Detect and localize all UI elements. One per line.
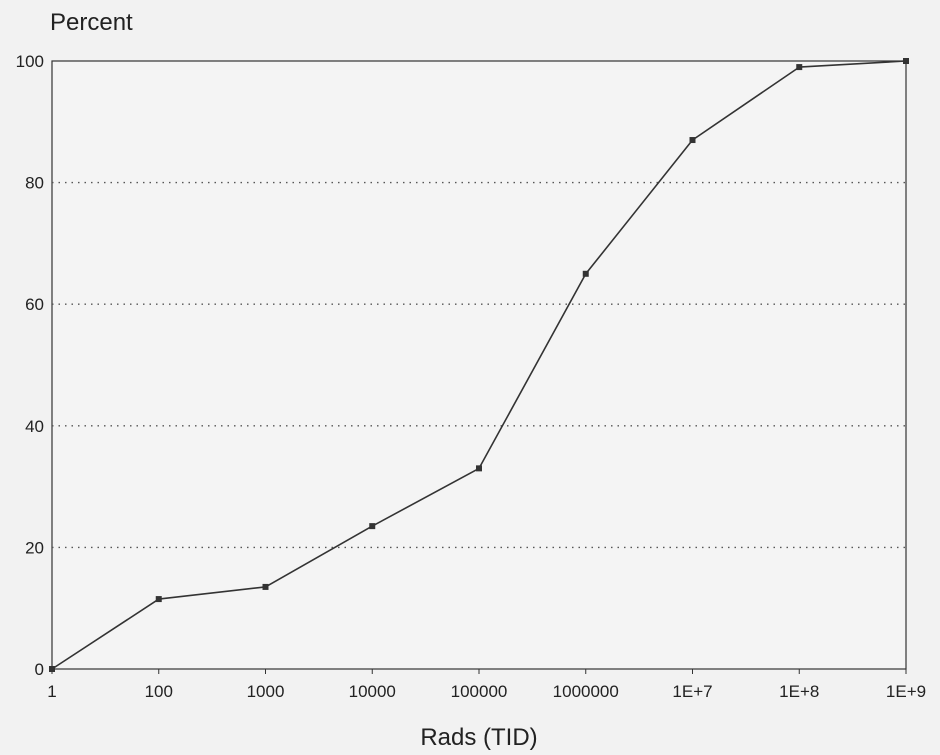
data-point xyxy=(796,64,803,71)
x-tick-label: 1E+9 xyxy=(886,682,926,701)
y-axis-ticks: 0 20 40 60 80 100 xyxy=(16,52,44,679)
x-tick-label: 10000 xyxy=(349,682,396,701)
x-tick-label: 1000 xyxy=(247,682,285,701)
y-tick-label: 80 xyxy=(25,174,44,193)
data-point xyxy=(476,465,482,472)
y-axis-label: Percent xyxy=(50,9,133,36)
data-point xyxy=(582,270,589,277)
x-tick-label: 1 xyxy=(47,682,56,701)
plot-area xyxy=(51,60,907,670)
data-point xyxy=(262,583,269,590)
x-axis-label: Rads (TID) xyxy=(420,724,537,751)
data-point xyxy=(155,596,162,603)
data-point xyxy=(689,137,696,144)
data-point xyxy=(49,666,55,672)
x-tick-label: 1E+7 xyxy=(672,682,712,701)
y-tick-label: 40 xyxy=(25,417,44,436)
data-point xyxy=(369,523,376,530)
y-tick-label: 60 xyxy=(25,295,44,314)
y-tick-label: 20 xyxy=(25,538,44,557)
x-axis-ticks: 1 100 1000 10000 100000 1000000 1E+7 1E+8 1E+9 xyxy=(47,669,926,701)
x-tick-label: 1E+8 xyxy=(779,682,819,701)
series-group xyxy=(49,58,909,672)
y-tick-label: 100 xyxy=(16,52,44,71)
x-tick-label: 1000000 xyxy=(553,682,619,701)
y-tick-label: 0 xyxy=(35,660,44,679)
x-tick-label: 100 xyxy=(145,682,173,701)
x-tick-label: 100000 xyxy=(451,682,508,701)
data-point xyxy=(903,58,909,64)
